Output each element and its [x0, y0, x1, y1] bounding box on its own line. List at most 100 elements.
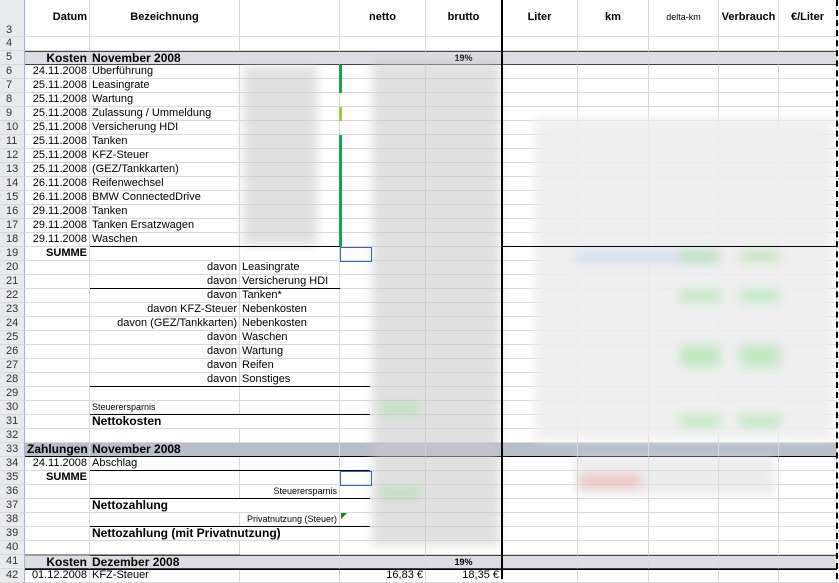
- row-header[interactable]: 30: [0, 401, 25, 415]
- cell-a[interactable]: [25, 373, 90, 387]
- cell-c[interactable]: [240, 471, 340, 485]
- cell-f[interactable]: [502, 527, 578, 541]
- cell-b[interactable]: Leasingrate: [90, 79, 240, 93]
- cell-b[interactable]: [90, 387, 240, 401]
- cell-b[interactable]: [90, 485, 240, 499]
- cell-a[interactable]: [25, 387, 90, 401]
- cell-f[interactable]: [502, 555, 578, 569]
- cell-c[interactable]: Privatnutzung (Steuer): [240, 513, 340, 527]
- cell-b[interactable]: [90, 429, 240, 443]
- cell-a[interactable]: 25.11.2008: [25, 149, 90, 163]
- row-header[interactable]: 27: [0, 359, 25, 373]
- cell-h[interactable]: [649, 65, 719, 79]
- cell-c[interactable]: [240, 37, 340, 51]
- cell-c[interactable]: [240, 429, 340, 443]
- cell-b[interactable]: davon: [90, 345, 240, 359]
- cell-a[interactable]: [25, 401, 90, 415]
- cell-a[interactable]: Kosten: [25, 555, 90, 569]
- cell-a[interactable]: 01.12.2008: [25, 569, 90, 583]
- cell-h[interactable]: [649, 569, 719, 583]
- cell-g[interactable]: [578, 93, 649, 107]
- cell-d[interactable]: [340, 555, 426, 569]
- cell-j[interactable]: [779, 541, 837, 555]
- cell-b[interactable]: November 2008: [90, 51, 240, 65]
- cell-c[interactable]: [240, 541, 340, 555]
- cell-j[interactable]: [779, 471, 837, 485]
- cell-f[interactable]: [502, 569, 578, 583]
- cell-h[interactable]: [649, 541, 719, 555]
- cell-a[interactable]: 29.11.2008: [25, 233, 90, 247]
- row-header[interactable]: 20: [0, 261, 25, 275]
- cell-c[interactable]: [240, 527, 340, 541]
- cell-e[interactable]: 19%: [426, 555, 502, 569]
- cell-b[interactable]: Reifenwechsel: [90, 177, 240, 191]
- cell-c[interactable]: [240, 51, 340, 65]
- cell-a[interactable]: SUMME: [25, 471, 90, 485]
- cell-f[interactable]: [502, 79, 578, 93]
- cell-a[interactable]: Kosten: [25, 51, 90, 65]
- row-header[interactable]: 31: [0, 415, 25, 429]
- cell-b[interactable]: Nettozahlung (mit Privatnutzung): [90, 526, 281, 541]
- cell-j[interactable]: [779, 51, 837, 65]
- cell-b[interactable]: [90, 541, 240, 555]
- row-header[interactable]: 15: [0, 191, 25, 205]
- row-header[interactable]: 17: [0, 219, 25, 233]
- cell-h[interactable]: [649, 513, 719, 527]
- cell-a[interactable]: 29.11.2008: [25, 205, 90, 219]
- cell-i[interactable]: [719, 485, 779, 499]
- cell-j[interactable]: [779, 513, 837, 527]
- cell-j[interactable]: [779, 499, 837, 513]
- cell-f[interactable]: [502, 541, 578, 555]
- cell-j[interactable]: [779, 555, 837, 569]
- cell-selection[interactable]: [340, 471, 372, 486]
- cell-b[interactable]: davon: [90, 289, 240, 303]
- cell-f[interactable]: [502, 93, 578, 107]
- cell-b[interactable]: [90, 247, 240, 261]
- cell-i[interactable]: [719, 527, 779, 541]
- row-header[interactable]: 5: [0, 51, 25, 65]
- cell-a[interactable]: 25.11.2008: [25, 121, 90, 135]
- cell-a[interactable]: 29.11.2008: [25, 219, 90, 233]
- cell-b[interactable]: Waschen: [90, 233, 240, 247]
- cell-c[interactable]: [240, 569, 340, 583]
- row-header[interactable]: 39: [0, 527, 25, 541]
- cell-b[interactable]: November 2008: [90, 443, 240, 457]
- row-header[interactable]: 35: [0, 471, 25, 485]
- cell-b[interactable]: (GEZ/Tankkarten): [90, 163, 240, 177]
- cell-b[interactable]: davon (GEZ/Tankkarten): [90, 317, 240, 331]
- cell-c[interactable]: Steuerersparnis: [240, 485, 340, 499]
- cell-a[interactable]: [25, 275, 90, 289]
- cell-c[interactable]: Nebenkosten: [240, 317, 340, 331]
- cell-j[interactable]: [779, 443, 837, 457]
- cell-f[interactable]: [502, 457, 578, 471]
- cell-f[interactable]: [502, 37, 578, 51]
- cell-f[interactable]: [502, 471, 578, 485]
- row-header[interactable]: 42: [0, 569, 25, 583]
- row-header[interactable]: 13: [0, 163, 25, 177]
- cell-j[interactable]: [779, 527, 837, 541]
- cell-b[interactable]: [90, 513, 240, 527]
- row-header[interactable]: 11: [0, 135, 25, 149]
- cell-a[interactable]: 25.11.2008: [25, 93, 90, 107]
- row-header[interactable]: 9: [0, 107, 25, 121]
- cell-a[interactable]: [25, 317, 90, 331]
- cell-h[interactable]: [649, 93, 719, 107]
- cell-i[interactable]: [719, 555, 779, 569]
- cell-a[interactable]: 24.11.2008: [25, 457, 90, 471]
- cell-g[interactable]: [578, 555, 649, 569]
- cell-g[interactable]: [578, 79, 649, 93]
- row-header[interactable]: 23: [0, 303, 25, 317]
- cell-g[interactable]: [578, 527, 649, 541]
- row-header[interactable]: 22: [0, 289, 25, 303]
- cell-f[interactable]: [502, 485, 578, 499]
- cell-h[interactable]: [649, 51, 719, 65]
- cell-i[interactable]: [719, 499, 779, 513]
- cell-b[interactable]: BMW ConnectedDrive: [90, 191, 240, 205]
- cell-a[interactable]: [25, 415, 90, 429]
- row-header[interactable]: 14: [0, 177, 25, 191]
- row-header[interactable]: 40: [0, 541, 25, 555]
- cell-b[interactable]: Versicherung HDI: [90, 121, 240, 135]
- cell-selection[interactable]: [340, 247, 372, 262]
- row-header[interactable]: 16: [0, 205, 25, 219]
- row-header[interactable]: 18: [0, 233, 25, 247]
